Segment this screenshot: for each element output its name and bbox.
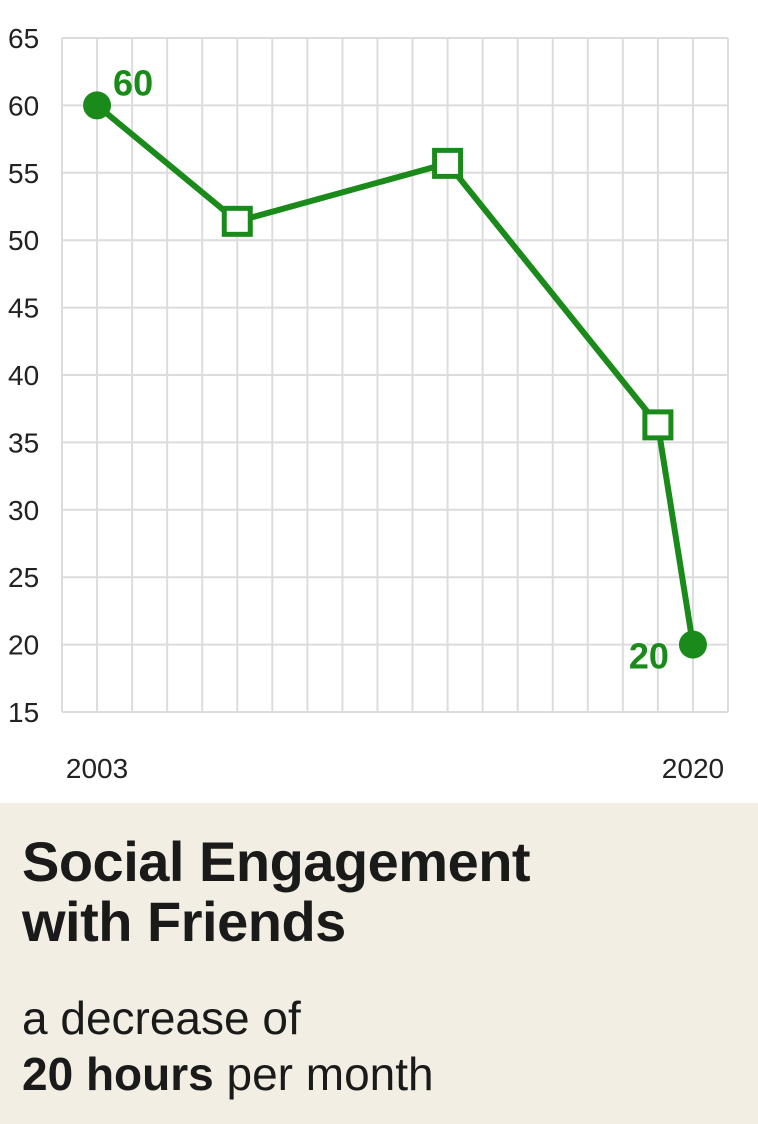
x-tick-label: 2003: [66, 753, 128, 784]
y-tick-label: 40: [8, 360, 39, 391]
y-tick-label: 20: [8, 630, 39, 661]
y-tick-label: 30: [8, 495, 39, 526]
data-label: 60: [113, 62, 153, 103]
chart-title: Social Engagement with Friends: [22, 830, 531, 953]
y-tick-label: 35: [8, 427, 39, 458]
x-tick-label: 2020: [662, 753, 724, 784]
line-chart: 15 20 25 30 35 40 45 50 55 60 65 2003 2020 60 20: [8, 23, 729, 784]
y-tick-label: 15: [8, 697, 39, 728]
data-point: [83, 91, 112, 120]
subtitle-highlight: 20 hours: [22, 1048, 214, 1100]
y-tick-label: 60: [8, 90, 39, 121]
subtitle-line-1: a decrease of: [22, 992, 301, 1044]
y-tick-label: 65: [8, 23, 39, 54]
caption-panel: [0, 803, 758, 1124]
subtitle-line-2: 20 hours per month: [22, 1046, 434, 1102]
data-point: [432, 147, 464, 179]
title-line-1: Social Engagement: [22, 830, 531, 893]
chart-subtitle: a decrease of 20 hours per month: [22, 990, 434, 1102]
title-line-2: with Friends: [22, 890, 346, 953]
data-point: [642, 409, 674, 441]
y-tick-label: 45: [8, 293, 39, 324]
data-point: [221, 205, 253, 237]
subtitle-rest: per month: [213, 1048, 434, 1100]
y-tick-label: 50: [8, 225, 39, 256]
y-tick-label: 25: [8, 562, 39, 593]
chart-area: 15 20 25 30 35 40 45 50 55 60 65 2003 2020 60 20: [8, 23, 729, 784]
data-label: 20: [629, 636, 669, 677]
y-tick-label: 55: [8, 158, 39, 189]
data-point: [678, 630, 707, 659]
